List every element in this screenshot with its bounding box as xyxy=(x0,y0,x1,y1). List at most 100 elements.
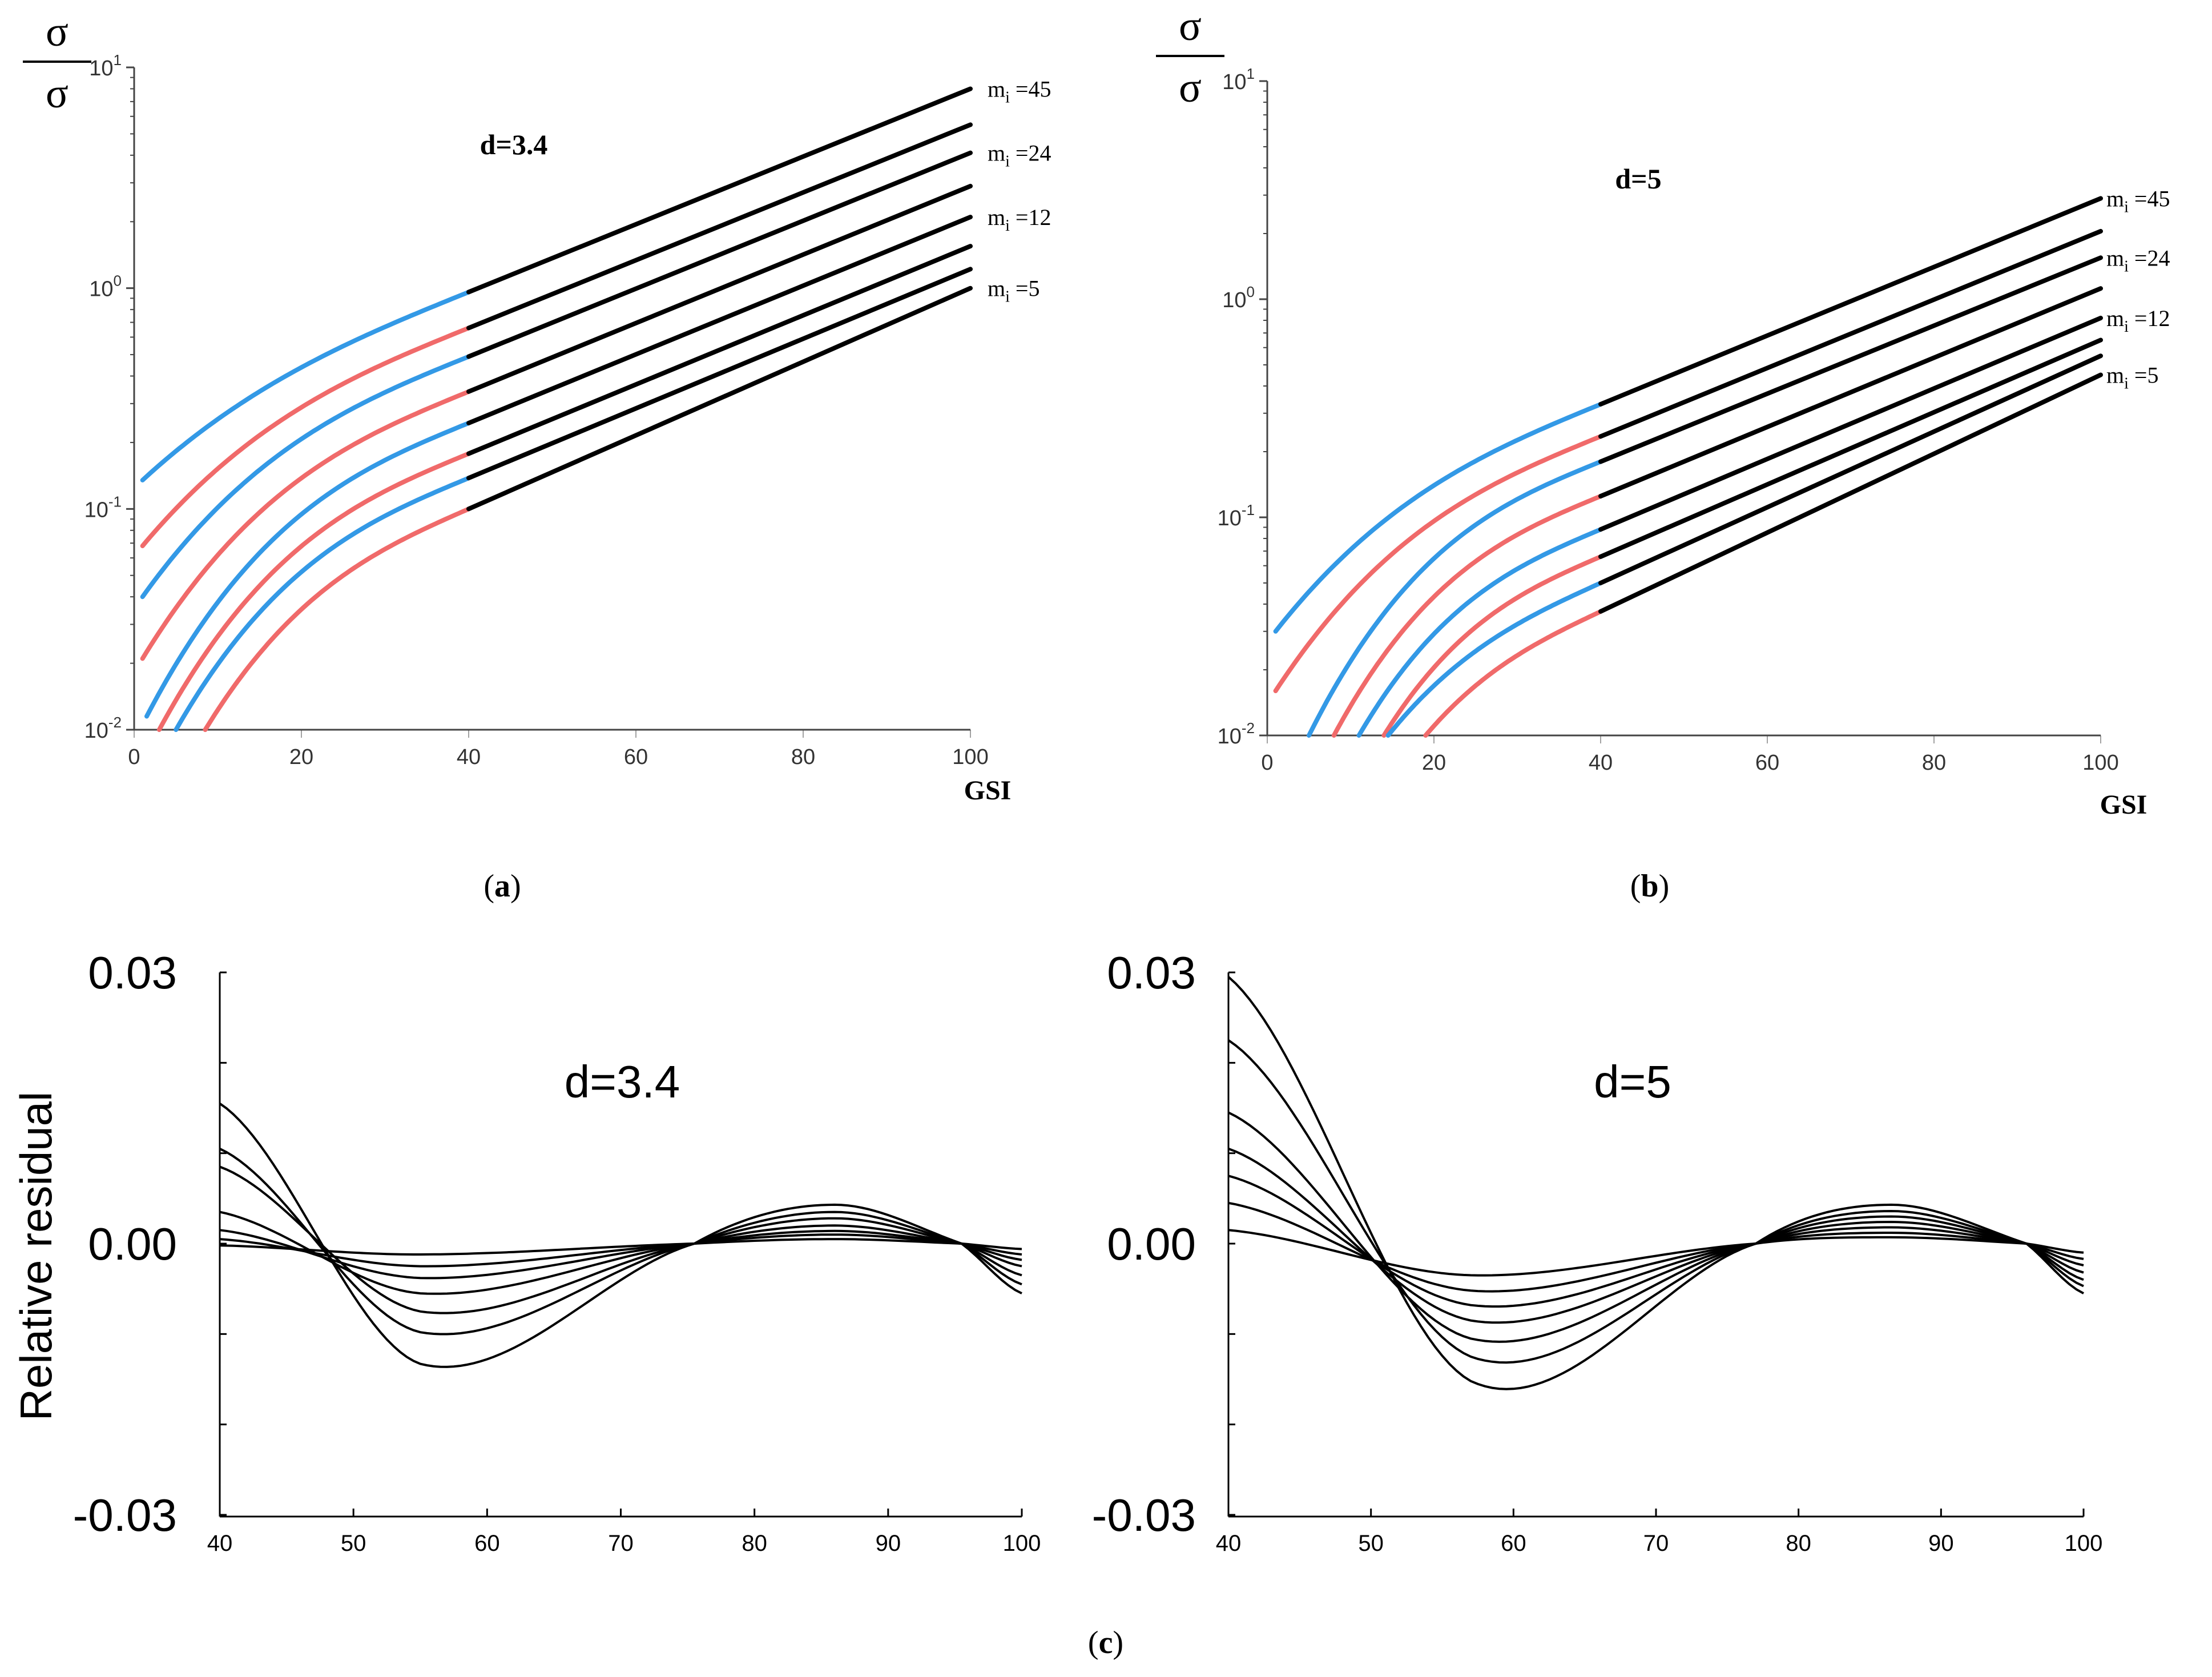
mi-value: 24 xyxy=(2147,245,2170,271)
y-tick-label: -0.03 xyxy=(1092,1490,1196,1541)
y-tick-label: 0.00 xyxy=(88,1218,177,1269)
y-label-denominator: σ xyxy=(46,70,69,117)
x-tick-label: 80 xyxy=(1922,751,1946,775)
x-tick-label: 100 xyxy=(2065,1531,2103,1556)
panel-c-left: 40 50 60 70 80 90 100 -0.03 0.00 0.03 Relative res… xyxy=(11,947,1041,1556)
y-tick-exponent: -2 xyxy=(108,714,122,731)
mi-value: 24 xyxy=(1028,140,1051,166)
curve-high-gsi xyxy=(466,86,973,295)
y-tick-exponent: 0 xyxy=(114,272,122,289)
mi-value: 5 xyxy=(2147,362,2158,388)
y-tick-base: 10 xyxy=(1222,70,1246,94)
mi-label-eq: = xyxy=(1010,140,1029,166)
y-tick-label: 10-2 xyxy=(1218,719,1255,749)
x-tick-label: 100 xyxy=(2082,751,2118,775)
curve-low-gsi xyxy=(1273,401,1603,634)
mi-label: mi =12 xyxy=(988,204,1051,235)
y-tick-base: 10 xyxy=(1222,288,1246,312)
y-tick-base: 10 xyxy=(84,719,108,743)
y-tick-label: 100 xyxy=(1222,283,1255,312)
mi-label-eq: = xyxy=(2129,245,2147,271)
annotation-d: d=3.4 xyxy=(480,128,548,160)
x-tick-label: 40 xyxy=(1589,751,1613,775)
y-tick-exponent: 1 xyxy=(1247,65,1255,82)
residual-curve xyxy=(1228,1111,2084,1343)
y-tick-label: 10-2 xyxy=(84,714,122,743)
annotation-d: d=3.4 xyxy=(565,1056,680,1107)
mi-label: mi =45 xyxy=(988,76,1051,106)
mi-label-eq: = xyxy=(1010,76,1029,102)
y-tick-label: 101 xyxy=(1222,65,1255,94)
paren-close: ) xyxy=(510,868,521,904)
curve-high-gsi xyxy=(1598,228,2103,439)
curve-low-gsi xyxy=(203,506,471,732)
mi-label: mi =5 xyxy=(2106,362,2158,392)
curve-low-gsi xyxy=(140,354,471,600)
panel-letter: c xyxy=(1099,1625,1113,1660)
y-tick-base: 10 xyxy=(1218,506,1242,530)
mi-label-sub: i xyxy=(1005,288,1010,306)
panel-label: (b) xyxy=(1630,868,1669,904)
mi-label-sub: i xyxy=(1005,217,1010,235)
mi-label-eq: = xyxy=(2129,362,2147,388)
paren-close: ) xyxy=(1659,868,1670,904)
y-tick-label: 0.03 xyxy=(88,947,177,998)
paren-open: ( xyxy=(1630,868,1641,904)
curve-high-gsi xyxy=(1598,196,2103,407)
x-tick-label: 0 xyxy=(128,745,140,769)
y-tick-exponent: 0 xyxy=(1247,283,1255,300)
y-axis-label: σσ xyxy=(23,9,91,117)
curve-low-gsi xyxy=(156,451,471,732)
curve-low-gsi xyxy=(1331,494,1603,738)
curve-low-gsi xyxy=(1423,609,1603,738)
annotation-d: d=5 xyxy=(1615,163,1661,195)
curve-low-gsi xyxy=(1356,527,1603,738)
y-tick-exponent: 1 xyxy=(114,51,122,69)
mi-label-sub: i xyxy=(2124,375,2129,392)
curve-low-gsi xyxy=(1385,581,1603,738)
mi-label-sub: i xyxy=(1005,153,1010,171)
curve-high-gsi xyxy=(1598,286,2103,498)
mi-label-sub: i xyxy=(2124,258,2129,275)
mi-label-m: m xyxy=(2106,305,2124,331)
x-tick-label: 40 xyxy=(207,1531,233,1556)
x-tick-label: 50 xyxy=(1358,1531,1384,1556)
residual-curve xyxy=(219,1148,1022,1336)
curve-low-gsi xyxy=(140,325,471,549)
x-tick-label: 70 xyxy=(608,1531,634,1556)
curve-low-gsi xyxy=(140,389,471,661)
x-tick-label: 0 xyxy=(1261,751,1273,775)
panel-letter: a xyxy=(494,868,510,904)
residual-curve xyxy=(219,1102,1022,1368)
x-axis-label: GSI xyxy=(964,775,1012,806)
curve-high-gsi xyxy=(466,150,973,359)
y-label-denominator: σ xyxy=(1179,65,1202,111)
panel-c-right: 40 50 60 70 80 90 100 -0.03 0.00 0.03 d=5 xyxy=(1092,947,2103,1556)
x-tick-label: 20 xyxy=(1422,751,1446,775)
curve-high-gsi xyxy=(1598,353,2103,585)
residual-curve xyxy=(219,1233,1022,1268)
curve-high-gsi xyxy=(1598,255,2103,464)
x-tick-label: 40 xyxy=(457,745,481,769)
x-tick-label: 20 xyxy=(289,745,313,769)
y-tick-base: 10 xyxy=(84,498,108,522)
mi-label-sub: i xyxy=(1005,89,1010,106)
mi-value: 45 xyxy=(2147,186,2170,211)
residual-curve xyxy=(1227,1039,2084,1364)
mi-label: mi =5 xyxy=(988,276,1039,306)
panel-label-c: (c) xyxy=(1088,1625,1123,1660)
mi-label-m: m xyxy=(988,140,1005,166)
y-label-numerator: σ xyxy=(1179,3,1202,50)
residual-curve xyxy=(219,1211,1022,1295)
y-tick-base: 10 xyxy=(89,57,113,81)
y-axis-label: Relative residual xyxy=(11,1092,61,1421)
y-tick-exponent: -2 xyxy=(1242,719,1255,737)
curve-low-gsi xyxy=(174,476,471,732)
paren-close: ) xyxy=(1113,1625,1123,1660)
mi-label-m: m xyxy=(2106,245,2124,271)
y-tick-base: 10 xyxy=(1218,725,1242,749)
curve-low-gsi xyxy=(144,420,471,719)
mi-label-m: m xyxy=(2106,362,2124,388)
